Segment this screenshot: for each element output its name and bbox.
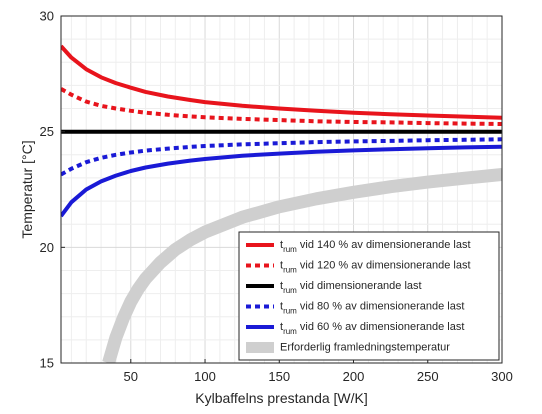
y-tick-label: 30 xyxy=(40,9,54,24)
legend-label-4: trum vid 80 % av dimensionerande last xyxy=(280,301,464,316)
y-tick-label: 15 xyxy=(40,356,54,371)
series-line-1 xyxy=(61,44,502,120)
y-tick-label: 20 xyxy=(40,240,54,255)
x-tick-label: 150 xyxy=(268,369,290,384)
series-line-6 xyxy=(102,168,502,363)
series-line-5 xyxy=(61,144,502,218)
series-line-4 xyxy=(61,137,502,177)
legend-label-3: trum vid dimensionerande last xyxy=(280,280,422,295)
legend-label-1: trum vid 140 % av dimensionerande last xyxy=(280,239,471,254)
x-tick-label: 100 xyxy=(194,369,216,384)
series-line-2 xyxy=(61,87,502,126)
series-group xyxy=(61,44,502,363)
y-tick-label: 25 xyxy=(40,124,54,139)
legend: trum vid 140 % av dimensionerande last tr… xyxy=(238,231,500,361)
legend-label-5: trum vid 60 % av dimensionerande last xyxy=(280,321,464,336)
x-axis-label: Kylbaffelns prestanda [W/K] xyxy=(195,390,368,406)
x-tick-label: 250 xyxy=(417,369,439,384)
x-tick-label: 50 xyxy=(124,369,138,384)
y-axis-label: Temperatur [°C] xyxy=(19,140,35,238)
plot-frame xyxy=(60,15,503,364)
legend-label-6: Erforderlig framledningstemperatur xyxy=(280,342,450,354)
x-tick-label: 200 xyxy=(343,369,365,384)
x-tick-label: 300 xyxy=(491,369,513,384)
legend-box xyxy=(238,231,500,361)
tick-labels: 50 100 150 200 250 300 15 20 25 30 xyxy=(40,9,513,385)
legend-label-2: trum vid 120 % av dimensionerande last xyxy=(280,260,471,275)
